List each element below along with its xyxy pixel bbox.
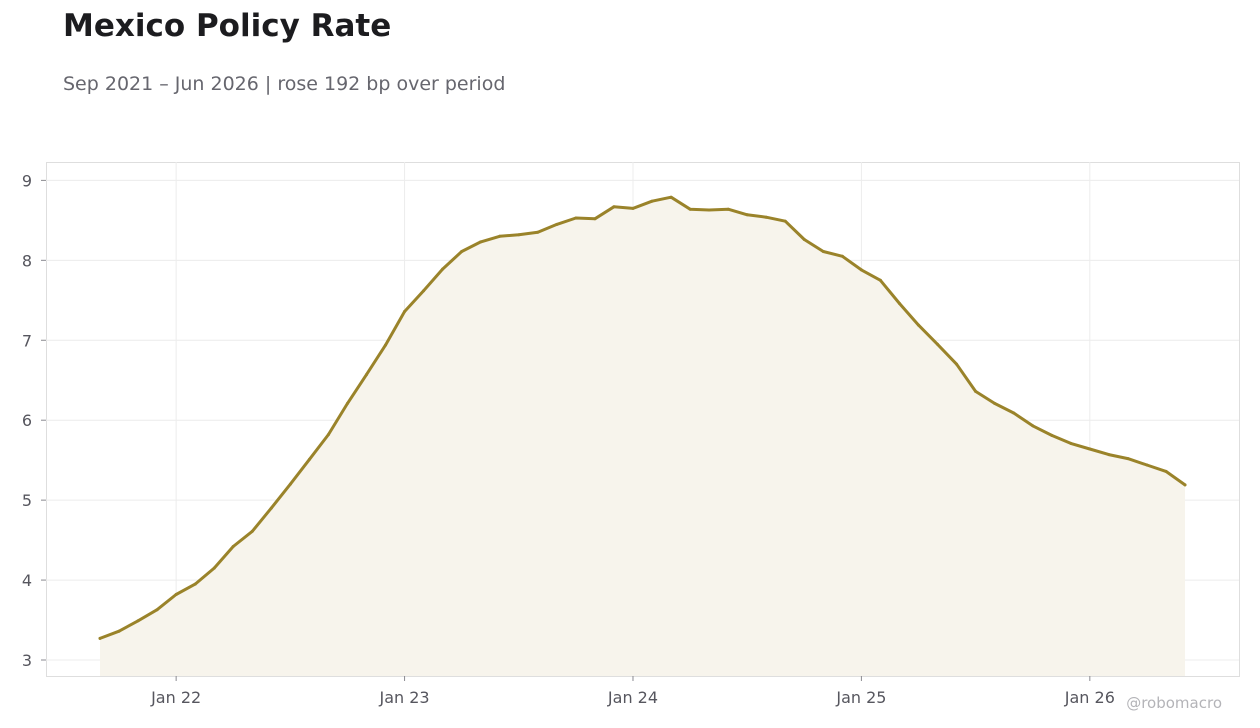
data-point [536, 230, 540, 234]
data-point [250, 529, 254, 533]
data-point [898, 302, 901, 305]
data-point [1107, 453, 1111, 457]
data-point [174, 593, 178, 596]
data-point [840, 254, 844, 258]
x-tick-label: Jan 25 [835, 688, 886, 707]
data-point [136, 619, 140, 623]
data-point [498, 234, 502, 238]
x-tick-label: Jan 23 [379, 688, 430, 707]
data-point [517, 233, 521, 237]
x-axis-ticks: Jan 22 Jan 23 Jan 24 Jan 25 Jan 26 [150, 676, 1115, 707]
data-point [1012, 411, 1016, 415]
data-point [384, 343, 387, 347]
data-point [1164, 469, 1168, 473]
y-tick-label: 7 [22, 331, 32, 350]
data-point [669, 195, 673, 199]
series-points [98, 195, 1187, 640]
data-point [479, 240, 483, 244]
data-point [821, 250, 825, 253]
data-point [1183, 483, 1187, 487]
data-point [726, 207, 730, 211]
x-tick-label: Jan 26 [1064, 688, 1115, 707]
data-point [98, 636, 102, 640]
data-point [707, 208, 711, 212]
data-point [993, 401, 997, 405]
data-point [783, 219, 787, 223]
data-point [1088, 447, 1092, 451]
watermark-credit: @robomacro [1126, 694, 1222, 712]
data-point [231, 545, 235, 548]
data-point [1126, 457, 1130, 461]
series-line [98, 195, 1187, 640]
data-point [745, 213, 749, 217]
data-point [193, 582, 197, 586]
data-point [288, 482, 292, 486]
series-area-fill [100, 197, 1185, 676]
data-point [688, 207, 692, 211]
y-tick-label: 5 [22, 491, 32, 510]
y-tick-label: 8 [22, 251, 32, 270]
chart-title: Mexico Policy Rate [63, 8, 392, 44]
data-point [422, 289, 426, 293]
chart-subtitle: Sep 2021 – Jun 2026 | rose 192 bp over p… [63, 73, 506, 95]
data-point [859, 268, 863, 272]
data-point [269, 506, 273, 510]
data-point [936, 342, 939, 346]
plot-frame [46, 162, 1240, 677]
data-point [764, 215, 768, 219]
x-tick-label: Jan 24 [607, 688, 658, 707]
x-tick-label: Jan 22 [150, 688, 201, 707]
data-point [117, 629, 121, 633]
data-point [802, 238, 806, 241]
data-point [917, 323, 920, 327]
y-tick-label: 3 [22, 651, 32, 670]
data-point [307, 457, 311, 461]
y-axis-ticks: 3 4 5 6 7 8 9 [22, 171, 46, 670]
y-tick-label: 9 [22, 171, 32, 190]
data-point [212, 566, 216, 570]
data-point [555, 222, 559, 226]
data-point [460, 250, 464, 253]
data-point [346, 401, 349, 405]
data-point [593, 217, 597, 221]
y-tick-label: 6 [22, 411, 32, 430]
data-point [631, 206, 635, 210]
data-point [878, 278, 882, 282]
data-point [1050, 433, 1054, 437]
data-point [1145, 463, 1149, 467]
data-point [155, 608, 159, 612]
data-point [974, 389, 978, 393]
data-point [955, 362, 959, 366]
data-point [441, 267, 445, 271]
y-tick-label: 4 [22, 571, 32, 590]
data-point [650, 199, 654, 203]
data-point [1031, 424, 1035, 428]
data-point [326, 433, 330, 437]
data-point [612, 205, 616, 209]
data-point [365, 373, 368, 377]
data-point [403, 310, 407, 313]
data-point [574, 216, 578, 220]
data-point [1069, 441, 1073, 445]
